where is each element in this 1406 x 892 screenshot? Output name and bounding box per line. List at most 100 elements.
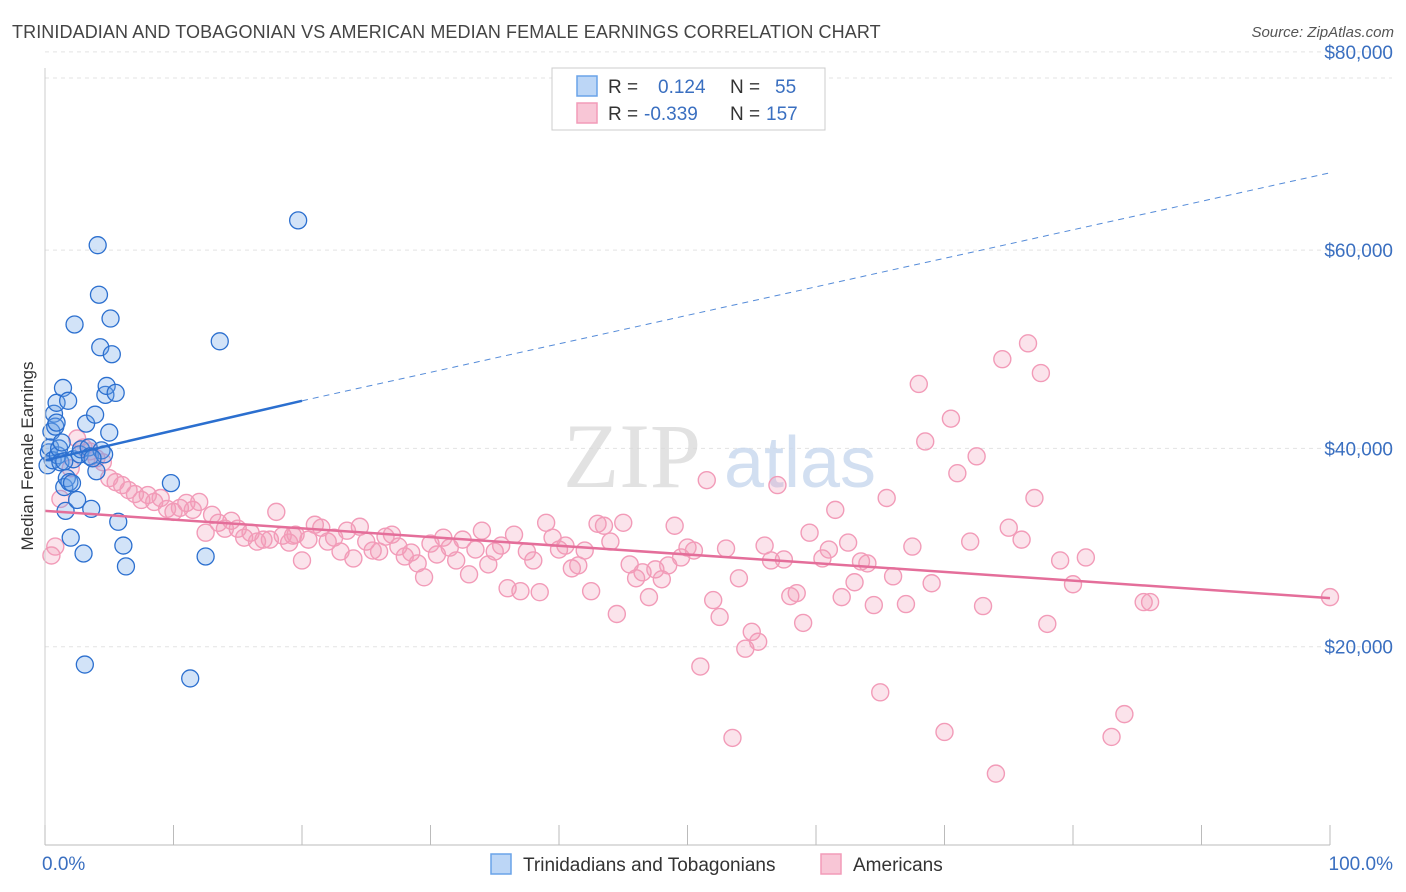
american-point-87 <box>601 532 620 551</box>
trinidadian-point-33 <box>91 338 110 357</box>
trinidadian-point-24 <box>75 655 94 674</box>
american-point-110 <box>748 632 768 651</box>
american-point-88 <box>607 604 627 624</box>
legend-r-label-2: R = <box>608 104 638 125</box>
american-point-144 <box>999 518 1018 537</box>
american-point-73 <box>511 581 530 601</box>
american-point-142 <box>986 764 1006 783</box>
trinidadian-point-39 <box>101 309 120 328</box>
trinidadian-point-41 <box>106 383 125 403</box>
american-point-109 <box>742 622 761 642</box>
trinidadian-point-17 <box>61 528 80 547</box>
watermark-atlas: atlas <box>724 423 876 503</box>
trinidadian-point-51 <box>52 433 71 452</box>
american-point-97 <box>665 516 684 535</box>
trinidadian-point-43 <box>114 536 133 555</box>
american-point-66 <box>466 540 485 559</box>
american-point-104 <box>710 607 729 627</box>
american-point-84 <box>581 581 601 601</box>
american-point-151 <box>1063 575 1083 594</box>
american-point-118 <box>800 523 819 542</box>
legend-n-label-2: N = <box>730 104 760 125</box>
american-point-105 <box>716 539 736 558</box>
american-point-17 <box>151 488 170 508</box>
american-point-72 <box>504 525 524 544</box>
y-tick-label-2: $60,000 <box>1324 241 1393 262</box>
american-point-76 <box>530 582 549 602</box>
x-tick-label-1: 100.0% <box>1329 854 1394 875</box>
american-point-158 <box>283 526 303 545</box>
american-point-154 <box>1115 704 1134 724</box>
trinidadian-point-52 <box>62 473 82 493</box>
trinidadian-point-15 <box>58 391 78 410</box>
american-point-127 <box>864 595 884 615</box>
y-axis-label: Median Female Earnings <box>18 362 37 551</box>
american-point-101 <box>691 657 710 676</box>
trinidadian-point-53 <box>83 449 102 468</box>
american-point-24 <box>196 523 215 542</box>
trinidadian-point-48 <box>210 332 229 351</box>
american-point-131 <box>896 594 916 614</box>
american-point-139 <box>961 532 980 551</box>
trinidadian-point-29 <box>85 405 105 424</box>
legend-r-value-1: 0.124 <box>658 77 706 98</box>
american-point-113 <box>768 475 787 495</box>
x-ticks <box>44 825 1331 845</box>
trinidadian-point-32 <box>89 285 109 304</box>
legend-r-value-2: -0.339 <box>644 104 698 125</box>
legend-n-value-2: 157 <box>766 104 798 125</box>
trinidadian-point-38 <box>100 423 119 442</box>
american-point-117 <box>793 613 813 633</box>
american-point-149 <box>1038 614 1057 634</box>
american-point-75 <box>524 551 543 570</box>
chart-title: TRINIDADIAN AND TOBAGONIAN VS AMERICAN M… <box>12 22 881 42</box>
trinidadian-point-47 <box>196 547 215 566</box>
american-point-122 <box>832 587 851 607</box>
trinidadians-points <box>38 211 308 688</box>
american-point-83 <box>575 541 594 560</box>
x-tick-label-0: 0.0% <box>42 854 85 875</box>
american-point-107 <box>729 569 749 588</box>
american-point-147 <box>1025 488 1044 508</box>
american-point-58 <box>414 568 434 587</box>
legend-r-label-1: R = <box>608 77 638 98</box>
american-point-138 <box>948 464 967 483</box>
american-point-35 <box>267 502 286 522</box>
american-point-145 <box>1012 530 1031 549</box>
trinidadian-point-40 <box>102 345 121 364</box>
bottom-legend-swatch-blue <box>490 853 512 875</box>
american-point-136 <box>935 722 954 742</box>
american-point-132 <box>903 537 922 556</box>
trinidadian-point-20 <box>67 490 87 510</box>
watermark-zip: ZIP <box>563 405 701 507</box>
american-point-148 <box>1031 363 1051 383</box>
american-point-124 <box>845 573 864 592</box>
trinidadian-trend-dashed <box>301 172 1331 402</box>
american-point-0 <box>42 546 61 565</box>
trend-lines <box>44 172 1331 600</box>
y-tick-label-3: $80,000 <box>1324 43 1393 64</box>
american-point-133 <box>909 374 928 394</box>
american-point-137 <box>941 409 961 428</box>
source-label: Source: ZipAtlas.com <box>1251 24 1394 41</box>
american-point-152 <box>1076 548 1096 567</box>
american-point-121 <box>826 500 845 520</box>
trinidadian-point-46 <box>181 669 200 688</box>
american-point-67 <box>472 521 492 540</box>
american-point-33 <box>254 530 273 549</box>
american-point-102 <box>697 470 716 490</box>
american-point-140 <box>967 447 986 466</box>
american-point-116 <box>787 583 806 603</box>
american-point-93 <box>639 587 659 607</box>
trinidadian-point-44 <box>116 557 136 576</box>
trinidadian-point-49 <box>288 211 308 230</box>
correlation-legend: R = 0.124 N = 55 R = -0.339 N = 157 <box>551 67 826 131</box>
trinidadian-trend-line <box>44 399 303 462</box>
american-point-106 <box>723 728 742 748</box>
american-point-146 <box>1018 334 1038 353</box>
bottom-legend-label-pink: Americans <box>853 855 943 876</box>
american-point-135 <box>922 574 941 593</box>
american-point-150 <box>1050 551 1070 570</box>
american-point-126 <box>858 554 877 573</box>
